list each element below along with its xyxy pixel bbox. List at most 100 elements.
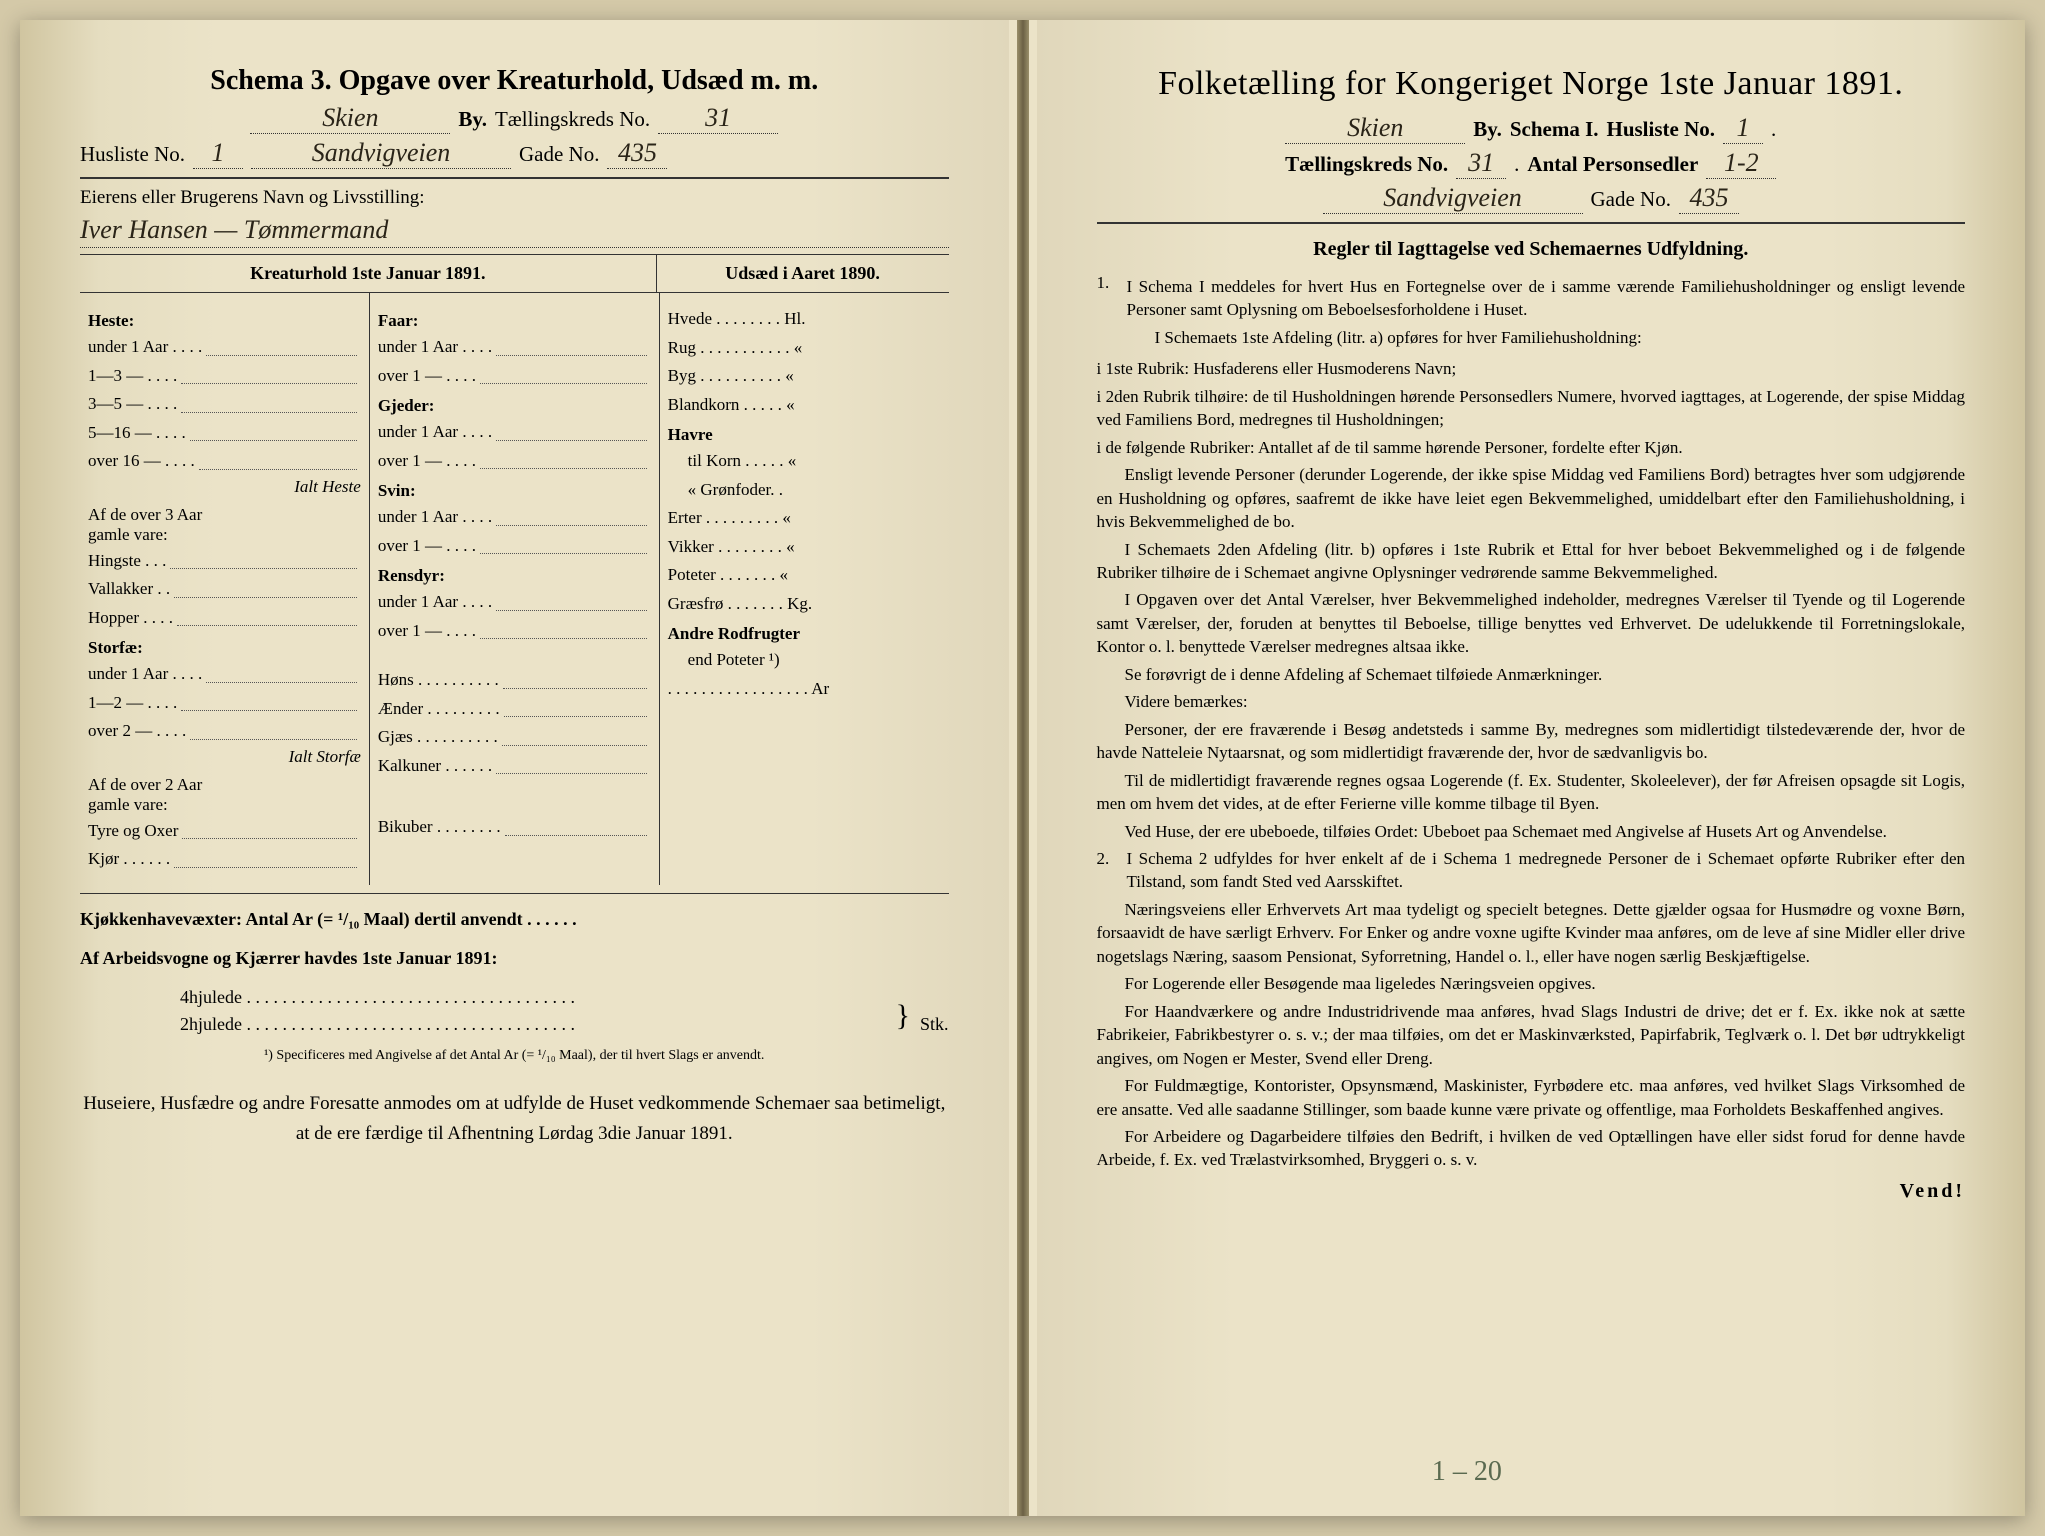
twohjul: 2hjulede . . . . . . . . . . . . . . . .… <box>80 1011 886 1038</box>
p7: Personer, der ere fraværende i Besøg and… <box>1097 718 1966 765</box>
p1a: I Schema I meddeles for hvert Hus en For… <box>1127 275 1966 322</box>
regler-body: 1. I Schema I meddeles for hvert Hus en … <box>1097 271 1966 1172</box>
vallakker: Vallakker . . <box>88 576 170 602</box>
p1d: i 2den Rubrik tilhøire: de til Husholdni… <box>1097 385 1966 432</box>
divider2 <box>80 893 949 894</box>
gade-hand: Sandvigveien <box>251 138 511 169</box>
gamle-vare2: gamle vare: <box>88 795 361 815</box>
num-2: 2. <box>1097 847 1117 894</box>
left-page: Schema 3. Opgave over Kreaturhold, Udsæd… <box>20 20 1009 1516</box>
husliste-no: 1 <box>193 138 243 169</box>
gjeder-r0: under 1 Aar . . . . <box>378 419 492 445</box>
storfae-r0: under 1 Aar . . . . <box>88 661 202 687</box>
faar-head: Faar: <box>378 311 651 331</box>
svin-head: Svin: <box>378 481 651 501</box>
right-header-row2: Tællingskreds No. 31. Antal Personsedler… <box>1097 148 1966 179</box>
left-header-row2: Husliste No. 1 Sandvigveien Gade No. 435 <box>80 138 949 169</box>
af-over-3: Af de over 3 Aar <box>88 505 361 525</box>
r-husliste-label: Husliste No. <box>1607 117 1716 142</box>
gade-no: 435 <box>607 138 667 169</box>
kjor: Kjør . . . . . . <box>88 846 170 872</box>
p14: For Fuldmægtige, Kontorister, Opsynsmænd… <box>1097 1074 1966 1121</box>
storfae-r2: over 2 — . . . . <box>88 718 186 744</box>
kjokken-label: Kjøkkenhavevæxter: Antal Ar (= ¹/₁₀ Maal… <box>80 909 577 929</box>
erter: Erter . . . . . . . . . « <box>668 505 791 531</box>
havre-korn: til Korn . . . . . « <box>688 448 797 474</box>
bikuber: Bikuber . . . . . . . . <box>378 814 501 840</box>
right-title: Folketælling for Kongeriget Norge 1ste J… <box>1097 65 1966 103</box>
ialt-heste: Ialt Heste <box>88 477 361 497</box>
tk-no: 31 <box>658 103 778 134</box>
book-spine <box>1017 20 1029 1516</box>
divider <box>80 177 949 179</box>
tk-label: Tællingskreds No. <box>495 107 650 132</box>
r-divider <box>1097 222 1966 224</box>
tyre: Tyre og Oxer <box>88 818 178 844</box>
heste-r1: 1—3 — . . . . <box>88 363 177 389</box>
right-page: Folketælling for Kongeriget Norge 1ste J… <box>1037 20 2026 1516</box>
af-over-2: Af de over 2 Aar <box>88 775 361 795</box>
arbeids-label: Af Arbeidsvogne og Kjærrer havdes 1ste J… <box>80 948 498 968</box>
svin-r1: over 1 — . . . . <box>378 533 476 559</box>
p10: I Schema 2 udfyldes for hver enkelt af d… <box>1127 847 1966 894</box>
rens-r0: under 1 Aar . . . . <box>378 589 492 615</box>
footnote: ¹) Specificeres med Angivelse af det Ant… <box>80 1048 949 1064</box>
r-gade-no: 435 <box>1679 183 1739 214</box>
p11: Næringsveiens eller Erhvervets Art maa t… <box>1097 898 1966 968</box>
rug: Rug . . . . . . . . . . . « <box>668 335 803 361</box>
r-schema-label: Schema I. <box>1510 117 1599 142</box>
blandkorn: Blandkorn . . . . . « <box>668 392 795 418</box>
p9: Ved Huse, der ere ubeboede, tilføies Ord… <box>1097 820 1966 843</box>
right-header-row3: Sandvigveien Gade No. 435 <box>1097 183 1966 214</box>
end-poteter: end Poteter ¹) <box>688 647 780 673</box>
col-heste: Heste: under 1 Aar . . . . 1—3 — . . . .… <box>80 293 370 885</box>
col-faar: Faar: under 1 Aar . . . . over 1 — . . .… <box>370 293 660 885</box>
by-label: By. <box>458 107 487 132</box>
document-spread: Schema 3. Opgave over Kreaturhold, Udsæd… <box>20 20 2025 1516</box>
p5: Se forøvrigt de i denne Afdeling af Sche… <box>1097 663 1966 686</box>
p3: I Schemaets 2den Afdeling (litr. b) opfø… <box>1097 538 1966 585</box>
svin-r0: under 1 Aar . . . . <box>378 504 492 530</box>
rens-r1: over 1 — . . . . <box>378 618 476 644</box>
heste-r0: under 1 Aar . . . . <box>88 334 202 360</box>
r-gade-label: Gade No. <box>1591 187 1671 212</box>
p4: I Opgaven over det Antal Værelser, hver … <box>1097 588 1966 658</box>
r-husliste-no: 1 <box>1723 113 1763 144</box>
r-gade-hand: Sandvigveien <box>1323 183 1583 214</box>
hingste: Hingste . . . <box>88 548 166 574</box>
fourhjul: 4hjulede . . . . . . . . . . . . . . . .… <box>80 984 886 1011</box>
r-tk-no: 31 <box>1456 148 1506 179</box>
left-by-handwritten: Skien <box>250 103 450 134</box>
gjaes: Gjæs . . . . . . . . . . <box>378 724 498 750</box>
havre-head: Havre <box>668 425 941 445</box>
faar-r0: under 1 Aar . . . . <box>378 334 492 360</box>
husliste-label: Husliste No. <box>80 142 185 167</box>
gade-label: Gade No. <box>519 142 599 167</box>
r-tk-label: Tællingskreds No. <box>1285 152 1448 177</box>
rensdyr-head: Rensdyr: <box>378 566 651 586</box>
owner-handwritten: Iver Hansen — Tømmermand <box>80 215 949 248</box>
right-header-row1: Skien By. Schema I. Husliste No. 1. <box>1097 113 1966 144</box>
poteter: Poteter . . . . . . . « <box>668 562 788 588</box>
havre-gron: « Grønfoder. . <box>688 477 783 503</box>
aender: Ænder . . . . . . . . . <box>378 696 500 722</box>
col1-head: Kreaturhold 1ste Januar 1891. <box>80 255 657 292</box>
graesfro: Græsfrø . . . . . . . Kg. <box>668 591 813 617</box>
r-by-hand: Skien <box>1285 113 1465 144</box>
col3-head: Udsæd i Aaret 1890. <box>657 255 949 292</box>
table-body: Heste: under 1 Aar . . . . 1—3 — . . . .… <box>80 293 949 885</box>
p6: Videre bemærkes: <box>1097 690 1966 713</box>
heste-r2: 3—5 — . . . . <box>88 391 177 417</box>
kjokken-line: Kjøkkenhavevæxter: Antal Ar (= ¹/₁₀ Maal… <box>80 906 949 933</box>
hvede: Hvede . . . . . . . . Hl. <box>668 306 806 332</box>
p13: For Haandværkere og andre Industridriven… <box>1097 1000 1966 1070</box>
r-antal-label: Antal Personsedler <box>1527 152 1698 177</box>
hopper: Hopper . . . . <box>88 605 173 631</box>
ar-blank: . . . . . . . . . . . . . . . . . Ar <box>668 676 830 702</box>
heste-r3: 5—16 — . . . . <box>88 420 186 446</box>
stk-label: Stk. <box>920 1011 949 1038</box>
col-udsaed: Hvede . . . . . . . . Hl. Rug . . . . . … <box>660 293 949 885</box>
r-by-label: By. <box>1473 117 1502 142</box>
left-header-row1: Skien By. Tællingskreds No. 31 <box>80 103 949 134</box>
p1e: i de følgende Rubriker: Antallet af de t… <box>1097 436 1966 459</box>
